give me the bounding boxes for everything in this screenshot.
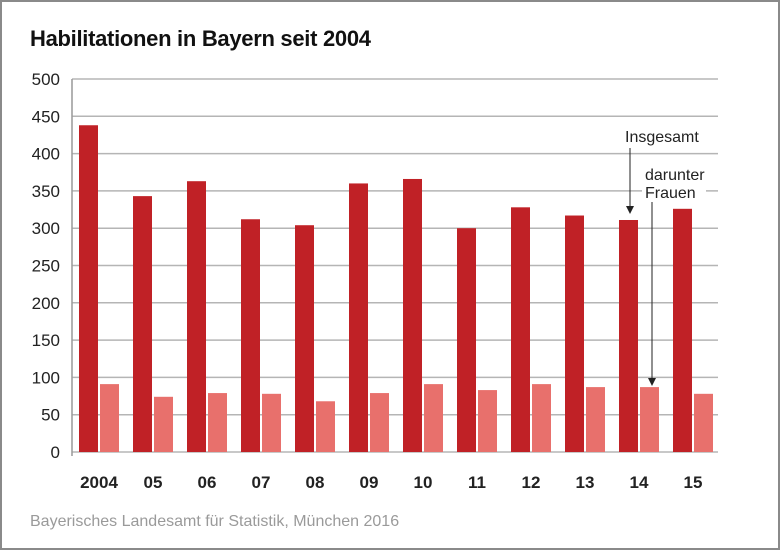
x-tick-label: 12 <box>522 473 541 492</box>
bar-frauen <box>532 384 551 452</box>
bar-insgesamt <box>79 125 98 452</box>
bar-insgesamt <box>511 207 530 452</box>
x-tick-label: 09 <box>360 473 379 492</box>
bar-insgesamt <box>349 183 368 452</box>
y-tick-label: 0 <box>51 443 60 462</box>
bar-frauen <box>262 393 281 452</box>
y-tick-label: 200 <box>32 294 60 313</box>
bar-frauen <box>640 387 659 452</box>
x-tick-label: 2004 <box>80 473 118 492</box>
bar-insgesamt <box>133 196 152 452</box>
y-tick-label: 450 <box>32 107 60 126</box>
source-note: Bayerisches Landesamt für Statistik, Mün… <box>30 513 400 530</box>
y-tick-label: 250 <box>32 257 60 276</box>
bar-insgesamt <box>673 208 692 452</box>
annotation-darunter: darunter <box>645 167 705 184</box>
y-tick-label: 350 <box>32 182 60 201</box>
bar-insgesamt <box>241 219 260 452</box>
x-tick-label: 15 <box>684 473 703 492</box>
bar-insgesamt <box>565 215 584 452</box>
x-tick-label: 10 <box>414 473 433 492</box>
x-tick-label: 08 <box>306 473 325 492</box>
bar-insgesamt <box>619 219 638 452</box>
bar-frauen <box>154 396 173 452</box>
x-tick-label: 07 <box>252 473 271 492</box>
y-tick-label: 100 <box>32 368 60 387</box>
bar-frauen <box>100 384 119 452</box>
chart-title: Habilitationen in Bayern seit 2004 <box>30 26 371 51</box>
x-tick-label: 11 <box>468 473 486 492</box>
x-tick-label: 06 <box>198 473 217 492</box>
arrowhead-insgesamt <box>626 206 634 214</box>
x-tick-label: 13 <box>576 473 595 492</box>
bar-insgesamt <box>457 228 476 452</box>
arrowhead-frauen <box>648 378 656 386</box>
bar-frauen <box>694 393 713 452</box>
x-tick-label: 05 <box>144 473 163 492</box>
y-tick-label: 400 <box>32 145 60 164</box>
y-tick-label: 500 <box>32 70 60 89</box>
bar-frauen <box>478 390 497 452</box>
bar-frauen <box>208 393 227 452</box>
y-tick-label: 300 <box>32 219 60 238</box>
annotation-bg <box>642 162 706 202</box>
annotation-insgesamt: Insgesamt <box>625 129 699 146</box>
bar-frauen <box>586 387 605 452</box>
bar-insgesamt <box>295 225 314 452</box>
y-tick-label: 150 <box>32 331 60 350</box>
bar-insgesamt <box>187 181 206 452</box>
bar-insgesamt <box>403 178 422 453</box>
y-tick-label: 50 <box>41 406 60 425</box>
x-tick-label: 14 <box>630 473 649 492</box>
bar-frauen <box>316 401 335 452</box>
annotation-frauen: Frauen <box>645 185 696 202</box>
bar-frauen <box>424 384 443 452</box>
bar-frauen <box>370 393 389 452</box>
